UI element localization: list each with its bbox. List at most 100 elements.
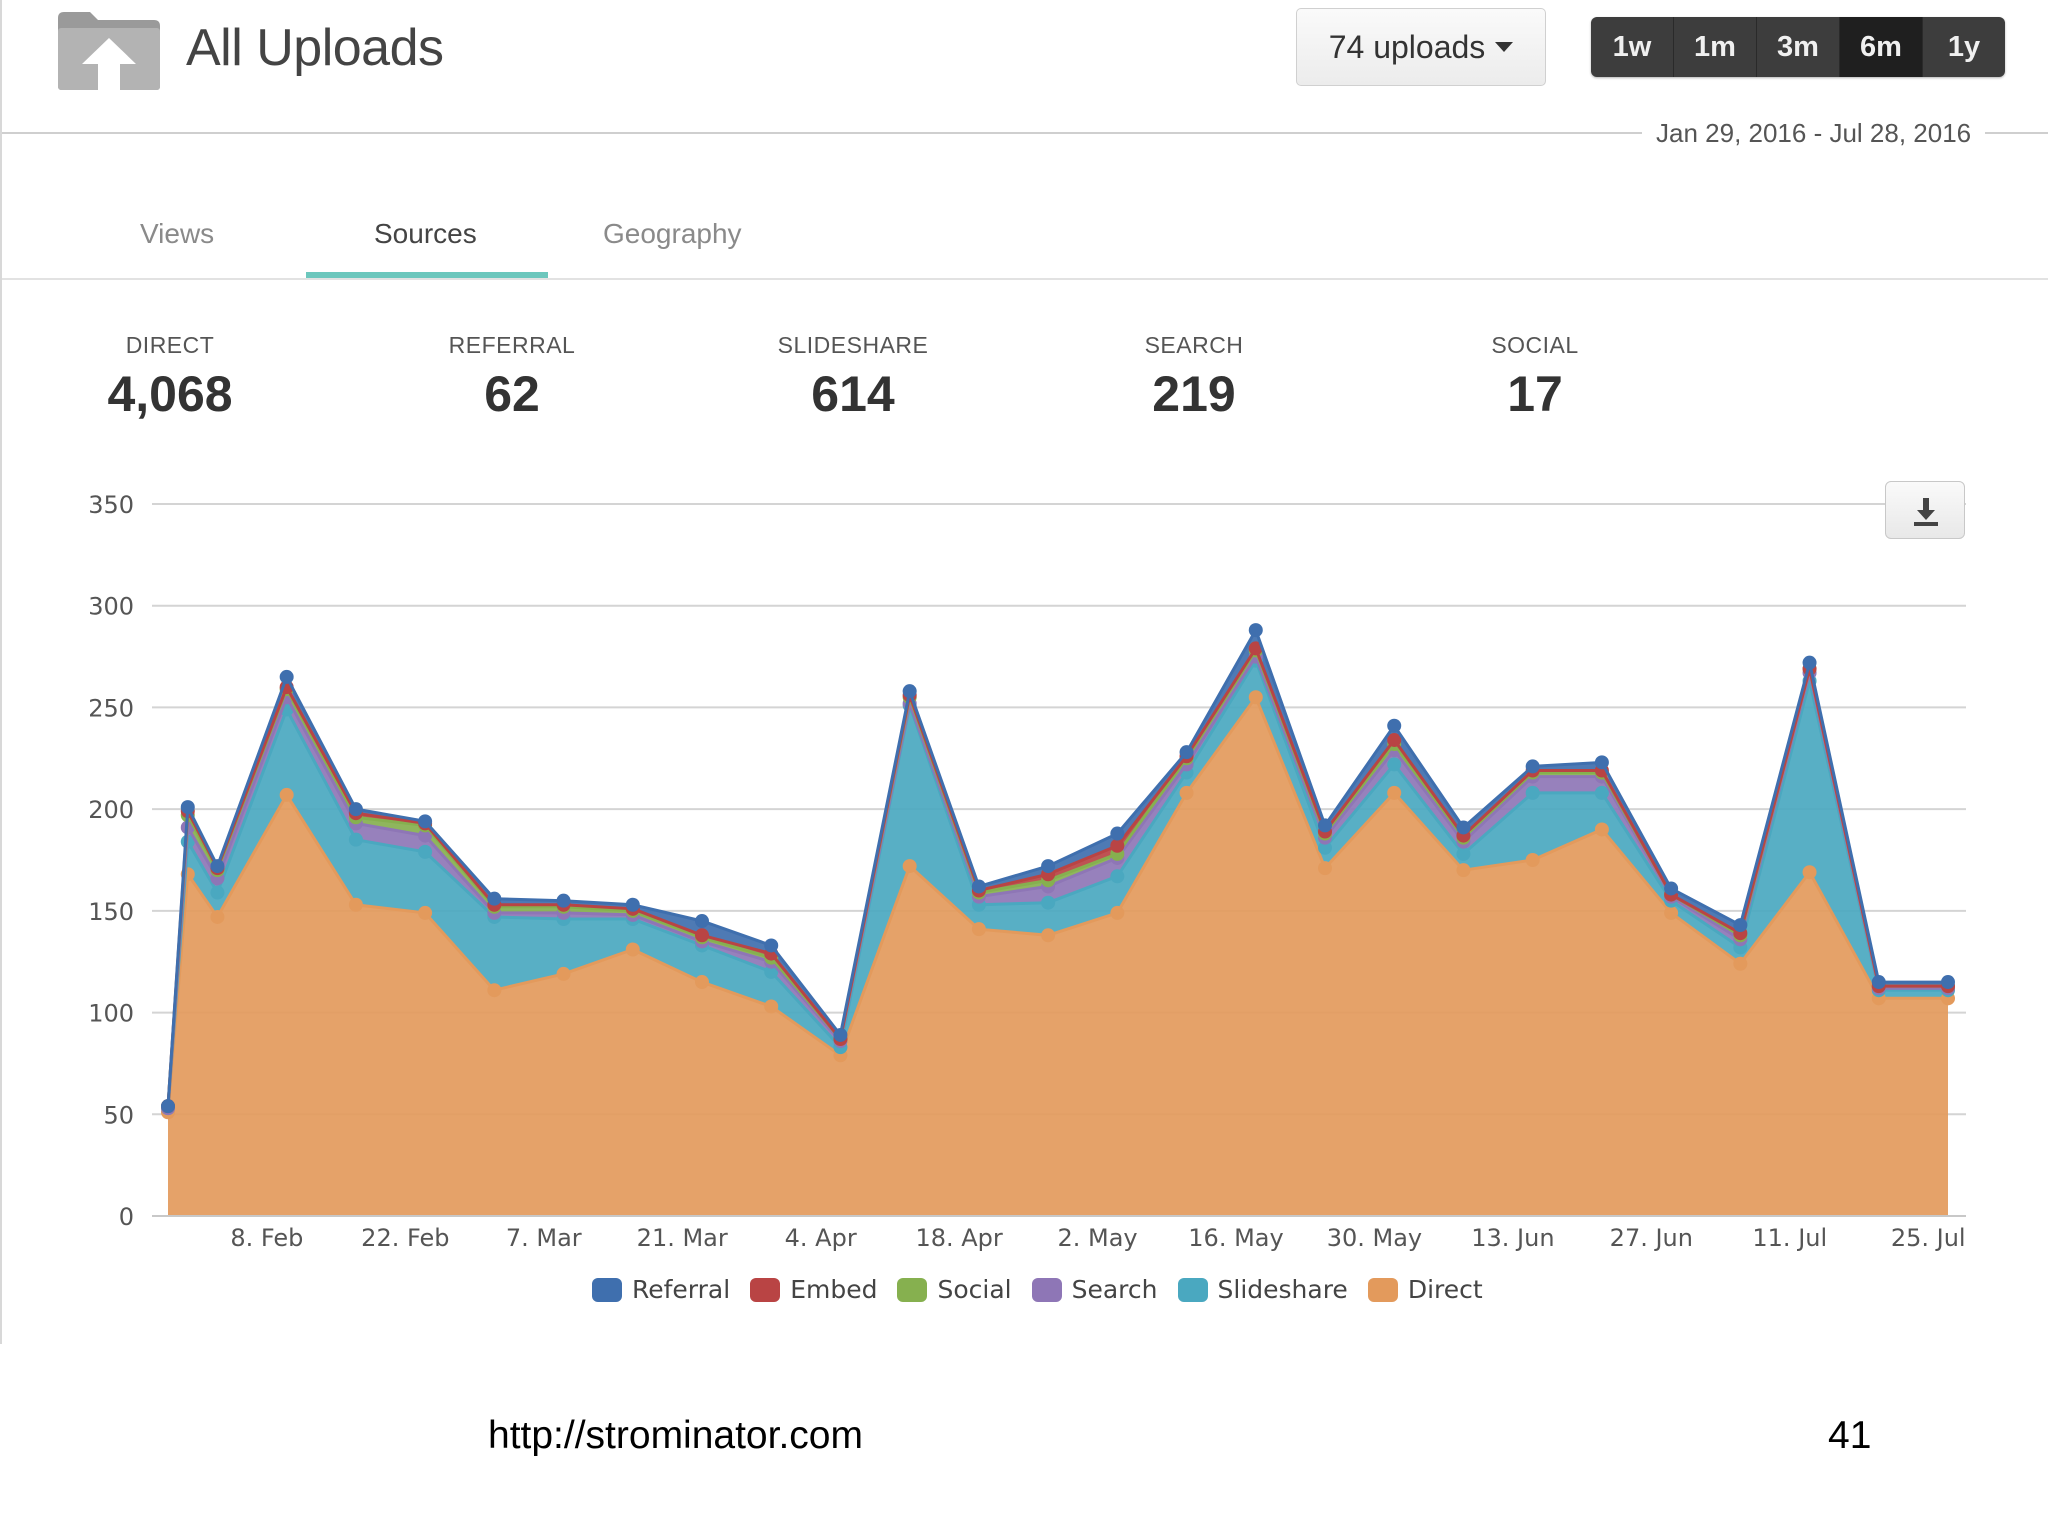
data-point-slideshare bbox=[1110, 869, 1125, 884]
data-point-referral bbox=[279, 669, 294, 684]
stat-label: SEARCH bbox=[1144, 332, 1244, 358]
range-button-1w[interactable]: 1w bbox=[1591, 17, 1674, 77]
legend-swatch bbox=[750, 1277, 781, 1302]
data-point-direct bbox=[418, 905, 433, 920]
series-line-referral bbox=[166, 626, 1948, 1107]
legend-item-search[interactable]: Search bbox=[1031, 1275, 1158, 1304]
data-point-referral bbox=[1041, 859, 1056, 874]
data-point-referral bbox=[902, 684, 917, 699]
data-point-direct bbox=[348, 897, 363, 912]
series-area-direct bbox=[168, 697, 1948, 1216]
x-tick-label: 21. Mar bbox=[637, 1224, 728, 1252]
legend-label: Search bbox=[1071, 1275, 1158, 1304]
data-point-referral bbox=[1871, 975, 1886, 990]
legend-swatch bbox=[897, 1277, 928, 1302]
analytics-panel: All Uploads 74 uploads 1w 1m 3m 6m 1y Ja… bbox=[0, 0, 2048, 1344]
header: All Uploads 74 uploads 1w 1m 3m 6m 1y bbox=[2, 0, 2048, 132]
data-point-referral bbox=[695, 914, 709, 929]
stat-value: 219 bbox=[1152, 366, 1236, 422]
chart-legend: Referral Embed Social Search Slideshare Direc… bbox=[592, 1275, 1483, 1304]
data-point-direct bbox=[1110, 905, 1125, 920]
legend-label: Embed bbox=[790, 1275, 878, 1304]
data-point-referral bbox=[1802, 655, 1817, 670]
page-number: 41 bbox=[1828, 1414, 1872, 1457]
date-range-label: Jan 29, 2016 - Jul 28, 2016 bbox=[1642, 118, 1986, 149]
y-tick-label: 250 bbox=[88, 694, 134, 722]
x-tick-label: 4. Apr bbox=[785, 1224, 857, 1252]
range-button-1m[interactable]: 1m bbox=[1674, 17, 1757, 77]
data-point-direct bbox=[556, 966, 571, 981]
data-point-embed bbox=[695, 928, 709, 943]
data-point-direct bbox=[487, 983, 502, 998]
data-point-slideshare bbox=[1387, 757, 1402, 772]
legend-label: Direct bbox=[1407, 1275, 1483, 1304]
footer-url: http://strominator.com bbox=[488, 1414, 863, 1457]
stat-referral: REFERRAL 62 bbox=[442, 332, 582, 423]
x-tick-label: 8. Feb bbox=[230, 1224, 303, 1252]
data-point-embed bbox=[1110, 838, 1125, 853]
legend-item-slideshare[interactable]: Slideshare bbox=[1177, 1275, 1348, 1304]
stat-value: 17 bbox=[1507, 366, 1563, 422]
range-button-6m[interactable]: 6m bbox=[1840, 17, 1923, 77]
data-point-direct bbox=[1179, 785, 1194, 800]
data-point-slideshare bbox=[418, 844, 433, 859]
data-point-direct bbox=[764, 999, 779, 1014]
legend-item-social[interactable]: Social bbox=[897, 1275, 1012, 1304]
data-point-direct bbox=[1041, 928, 1056, 943]
data-point-referral bbox=[556, 893, 571, 908]
download-icon bbox=[1914, 498, 1938, 526]
data-point-slideshare bbox=[348, 832, 363, 847]
data-point-referral bbox=[1387, 718, 1402, 733]
range-button-3m[interactable]: 3m bbox=[1757, 17, 1840, 77]
data-point-slideshare bbox=[1594, 785, 1609, 800]
stat-value: 614 bbox=[811, 366, 895, 422]
data-point-direct bbox=[1318, 861, 1332, 876]
data-point-referral bbox=[1110, 826, 1125, 841]
data-point-direct bbox=[1387, 785, 1402, 800]
data-point-referral bbox=[1179, 745, 1194, 760]
tab-views[interactable]: Views bbox=[140, 218, 215, 249]
data-point-direct bbox=[1594, 822, 1609, 837]
tab-geography[interactable]: Geography bbox=[603, 218, 742, 249]
data-point-referral bbox=[625, 897, 640, 912]
y-tick-label: 150 bbox=[88, 898, 134, 926]
data-point-referral bbox=[161, 1099, 175, 1114]
data-point-referral bbox=[833, 1027, 848, 1042]
x-tick-label: 18. Apr bbox=[915, 1224, 1002, 1252]
x-tick-label: 7. Mar bbox=[506, 1224, 582, 1252]
x-tick-label: 22. Feb bbox=[361, 1224, 449, 1252]
data-point-direct bbox=[971, 922, 986, 937]
data-point-direct bbox=[1456, 863, 1471, 878]
legend-item-referral[interactable]: Referral bbox=[592, 1275, 730, 1304]
data-point-direct bbox=[1664, 905, 1679, 920]
data-point-referral bbox=[210, 859, 225, 874]
upload-folder-icon bbox=[58, 12, 160, 90]
uploads-dropdown[interactable]: 74 uploads bbox=[1296, 8, 1546, 86]
active-tab-indicator bbox=[306, 272, 548, 278]
data-point-direct bbox=[625, 942, 640, 957]
series-area-social bbox=[168, 650, 1948, 1109]
stat-value: 4,068 bbox=[107, 366, 233, 422]
data-point-slideshare bbox=[1525, 785, 1540, 800]
legend-label: Social bbox=[937, 1275, 1012, 1304]
data-point-referral bbox=[1525, 759, 1540, 774]
data-point-referral bbox=[1456, 820, 1471, 835]
stat-label: SOCIAL bbox=[1491, 332, 1579, 358]
stat-label: REFERRAL bbox=[448, 332, 576, 358]
range-button-1y[interactable]: 1y bbox=[1947, 30, 1981, 63]
tab-sources[interactable]: Sources bbox=[374, 218, 477, 249]
data-point-direct bbox=[1248, 690, 1263, 705]
legend-label: Referral bbox=[632, 1275, 731, 1304]
page-title: All Uploads bbox=[186, 19, 444, 77]
x-tick-label: 13. Jun bbox=[1471, 1224, 1554, 1252]
legend-item-direct[interactable]: Direct bbox=[1367, 1275, 1483, 1304]
data-point-referral bbox=[487, 891, 502, 906]
legend-swatch bbox=[1177, 1277, 1208, 1302]
stat-social: SOCIAL 17 bbox=[1465, 332, 1605, 423]
legend-swatch bbox=[1031, 1277, 1062, 1302]
data-point-referral bbox=[764, 938, 779, 953]
data-point-slideshare bbox=[1041, 895, 1056, 910]
download-chart-button[interactable] bbox=[1885, 481, 1965, 539]
legend-item-embed[interactable]: Embed bbox=[750, 1275, 877, 1304]
caret-down-icon bbox=[1495, 42, 1514, 52]
